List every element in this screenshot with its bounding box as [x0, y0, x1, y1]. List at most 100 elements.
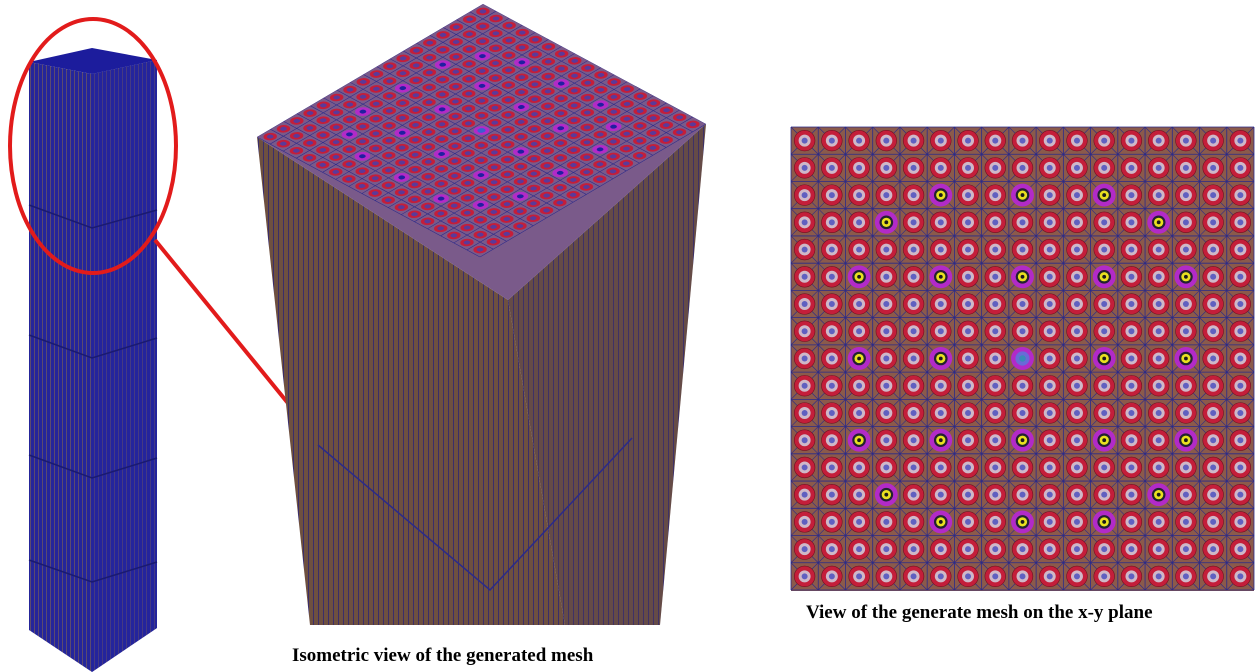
- iso-pin-cell: [329, 108, 344, 117]
- pin-cell: [1008, 399, 1037, 427]
- pin-cell: [926, 208, 955, 237]
- pin-cell: [872, 126, 901, 155]
- iso-pin-cell: [421, 187, 435, 196]
- iso-pin-cell: [447, 231, 461, 240]
- pin-cell: [1117, 262, 1146, 291]
- pin-cell: [872, 480, 901, 509]
- iso-pin-cell: [382, 151, 396, 160]
- iso-pin-cell: [540, 191, 554, 200]
- pin-cell: [1035, 235, 1064, 264]
- pin-cell: [981, 235, 1010, 264]
- iso-pin-cell: [686, 120, 700, 129]
- iso-pin-cell: [514, 133, 528, 141]
- pin-cell: [981, 344, 1010, 373]
- iso-pin-cell: [303, 124, 317, 132]
- pin-cell: [926, 480, 955, 509]
- pin-cell: [954, 154, 982, 182]
- pin-cell: [1008, 508, 1037, 536]
- pin-cell: [1063, 154, 1091, 182]
- pin-cell: [1172, 399, 1200, 427]
- iso-pin-cell: [594, 86, 608, 94]
- iso-pin-cell: [382, 77, 397, 85]
- xy-mesh-grid: [790, 126, 1255, 591]
- pin-cell: [926, 399, 955, 427]
- pin-cell: [1117, 290, 1146, 318]
- pin-cell: [1008, 480, 1037, 509]
- iso-pin-cell: [486, 223, 501, 231]
- pin-cell: [1172, 453, 1200, 482]
- pin-cell: [818, 453, 846, 482]
- pin-cell: [790, 426, 819, 455]
- pin-cell: [790, 371, 819, 400]
- iso-pin-cell: [514, 118, 528, 126]
- iso-pin-cell: [462, 89, 476, 98]
- iso-top-face: [257, 4, 706, 300]
- iso-pin-cell: [329, 138, 343, 146]
- pin-cell: [872, 317, 901, 346]
- pin-cell: [1226, 317, 1255, 346]
- iso-pin-cell: [409, 46, 424, 55]
- pin-cell: [790, 262, 819, 291]
- pin-cell: [1035, 154, 1064, 182]
- pin-cell: [954, 562, 982, 591]
- pin-cell: [899, 371, 928, 400]
- iso-pin-cell: [394, 128, 411, 138]
- pin-cell: [1172, 126, 1200, 155]
- pin-cell: [1199, 371, 1227, 400]
- iso-pin-cell: [421, 202, 435, 211]
- column-left-face: [29, 62, 92, 672]
- iso-pin-cell: [421, 128, 436, 136]
- pin-cell: [845, 290, 873, 318]
- pin-cell: [899, 208, 928, 237]
- pin-cell: [926, 535, 955, 563]
- iso-pin-cell: [355, 137, 370, 146]
- iso-pin-cell: [474, 51, 491, 61]
- iso-pin-cell: [567, 86, 582, 95]
- iso-pin-cell: [461, 164, 475, 172]
- iso-pin-cell: [487, 133, 502, 142]
- pin-cell: [1035, 399, 1064, 427]
- pin-cell: [899, 399, 928, 427]
- pin-cell: [1144, 371, 1173, 400]
- pin-cell: [818, 480, 846, 509]
- iso-pin-cell: [355, 107, 371, 117]
- iso-pin-cell: [329, 93, 344, 102]
- iso-pin-cell: [553, 139, 568, 147]
- pin-cell: [845, 154, 873, 182]
- iso-pin-cell: [514, 88, 529, 96]
- pin-cell: [899, 181, 928, 209]
- pin-cell: [926, 453, 955, 482]
- iso-pin-cell: [472, 200, 489, 210]
- iso-pin-cell: [554, 109, 568, 118]
- iso-pin-cell: [659, 136, 673, 144]
- iso-pin-cell: [408, 165, 422, 174]
- iso-pin-cell: [515, 73, 529, 82]
- pin-cell: [1117, 181, 1146, 209]
- iso-pin-cell: [567, 131, 581, 140]
- pin-cell: [1063, 262, 1091, 291]
- pin-cell: [926, 562, 955, 591]
- pin-cell: [818, 154, 846, 182]
- iso-pin-cell: [409, 76, 423, 85]
- pin-cell: [790, 453, 819, 482]
- iso-pin-cell: [553, 183, 567, 192]
- iso-pin-cell: [460, 238, 474, 247]
- iso-pin-cell: [460, 179, 475, 187]
- isometric-caption: Isometric view of the generated mesh: [292, 645, 594, 666]
- pin-cell: [1063, 290, 1091, 318]
- iso-pin-cell: [422, 68, 437, 77]
- pin-cell: [1063, 235, 1091, 264]
- iso-pin-cell: [580, 93, 595, 102]
- pin-cell: [899, 126, 928, 155]
- iso-pin-cell: [488, 44, 503, 53]
- pin-cell: [1008, 154, 1037, 182]
- pin-cell: [1144, 181, 1173, 209]
- pin-cell: [1063, 535, 1091, 563]
- iso-pin-cell: [553, 154, 568, 162]
- pin-cell: [954, 426, 982, 455]
- iso-pin-cell: [354, 151, 371, 161]
- pin-cell: [1172, 426, 1200, 455]
- iso-pin-cell: [605, 122, 622, 132]
- pin-cell: [818, 535, 846, 563]
